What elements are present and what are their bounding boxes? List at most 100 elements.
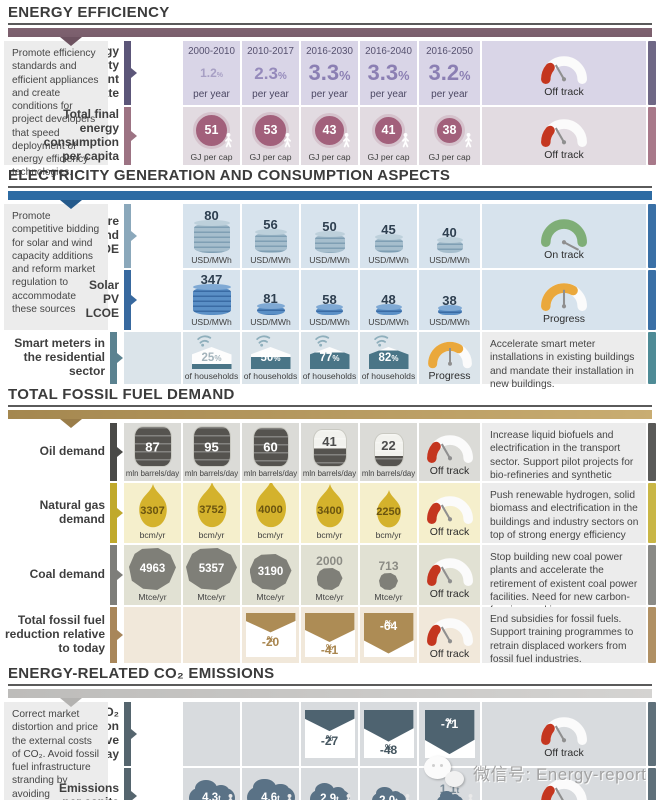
status-label: Off track <box>544 149 584 161</box>
data-cell: 2016-2040 3.3% per year <box>360 41 417 105</box>
advice-text: Increase liquid biofuels and electrifica… <box>482 423 646 507</box>
unit-label: Mtce/yr <box>138 592 167 602</box>
person-icon <box>224 133 233 148</box>
row-edge-bar <box>648 423 656 481</box>
unit-label: USD/MWh <box>429 317 470 327</box>
unit-label: of households <box>361 371 416 381</box>
gauge-off-track-icon <box>538 48 590 88</box>
data-cell-empty <box>124 332 181 384</box>
wifi-icon <box>372 334 390 347</box>
data-cell: 38 GJ per cap <box>419 107 480 165</box>
unit-label: GJ per cap <box>367 152 410 162</box>
person-icon <box>344 794 353 800</box>
person-icon <box>226 794 235 800</box>
gauge-cell: Off track <box>419 423 480 481</box>
row-edge-bar <box>648 768 656 800</box>
coin-stack-icon <box>254 229 287 253</box>
oil-barrel-icon: 22 <box>373 433 404 467</box>
data-cell: 41 GJ per cap <box>360 107 417 165</box>
coin-stack-icon <box>437 305 462 315</box>
data-cell: 2.0t CO₂ per cap <box>360 768 417 800</box>
row-edge-bar <box>648 702 656 766</box>
gauge-cell: Off track <box>482 107 646 165</box>
value: 2.3% <box>254 63 287 83</box>
row-label: Onshore wind LCOE <box>70 204 122 268</box>
data-cell: 60 mln barrels/day <box>242 423 299 481</box>
coin-stack-icon <box>256 303 285 315</box>
status-label: Off track <box>429 648 470 660</box>
row-accent-bar <box>110 545 123 605</box>
coal-icon <box>379 573 398 590</box>
data-cell: 2000 Mtce/yr <box>301 545 358 605</box>
row-edge-bar <box>648 41 656 105</box>
advice-text: End subsidies for fossil fuels. Support … <box>482 607 646 665</box>
advice-text: Accelerate smart meter installations in … <box>482 332 646 390</box>
circle-icon: 38 <box>434 114 465 146</box>
row-label: Energy intensity improvement rate <box>44 41 122 105</box>
data-cell: 3752 bcm/yr <box>183 483 240 543</box>
row-label: Oil demand <box>39 444 105 459</box>
wifi-icon <box>254 334 272 347</box>
value: 3.3% <box>367 60 410 85</box>
row-label: Smart meters in the residential sector <box>14 336 105 378</box>
section-title: ENERGY-RELATED CO₂ EMISSIONS <box>8 665 652 686</box>
data-cell: 713 Mtce/yr <box>360 545 417 605</box>
coin-stack-icon <box>193 220 230 253</box>
unit-label: per year <box>311 89 348 100</box>
circle-icon: 41 <box>372 113 405 147</box>
gauge-cell: Off track <box>419 607 480 663</box>
unit-label: mln barrels/day <box>184 469 239 478</box>
section-title: ELECTRICITY GENERATION AND CONSUMPTION A… <box>8 167 652 188</box>
row-label: Emissions per capita <box>59 768 122 800</box>
section-title: ENERGY EFFICIENCY <box>8 4 652 25</box>
status-label: Progress <box>542 313 585 325</box>
cloud-icon: 2.0t <box>371 787 406 800</box>
person-icon <box>464 133 473 148</box>
row-accent-bar <box>124 204 181 268</box>
data-cell: -71% <box>419 702 480 766</box>
row-accent-bar <box>124 702 181 766</box>
unit-label: Mtce/yr <box>315 592 344 602</box>
status-label: Off track <box>544 86 584 98</box>
gauge-on-track-icon <box>538 211 590 251</box>
data-cell: 3400 bcm/yr <box>301 483 358 543</box>
unit-label: USD/MWh <box>309 255 350 265</box>
unit-label: per year <box>252 89 289 100</box>
unit-label: per year <box>431 89 468 100</box>
data-cell: 95 mln barrels/day <box>183 423 240 481</box>
data-cell: 2016-2030 3.3% per year <box>301 41 358 105</box>
unit-label: of households <box>184 371 239 381</box>
coal-icon: 4963 <box>129 548 176 590</box>
section-grid: Oil demand 87 mln barrels/day 95 mln bar… <box>4 423 656 665</box>
status-label: Off track <box>429 465 470 477</box>
coin-stack-icon <box>314 231 345 253</box>
gauge-off-track-icon <box>538 709 590 749</box>
flame-icon: 2250 <box>372 490 406 528</box>
data-cell: 50 USD/MWh <box>301 204 358 268</box>
data-cell: 43 GJ per cap <box>301 107 358 165</box>
unit-label: GJ per cap <box>308 152 351 162</box>
gauge-cell: Off track <box>482 768 646 800</box>
row-label: Total fossil fuel reduction relative to … <box>4 613 105 655</box>
data-cell: 2250 bcm/yr <box>360 483 417 543</box>
value: 58 <box>322 292 337 307</box>
flame-icon: 4000 <box>249 483 293 528</box>
reduction-arrow-icon: -41% <box>304 613 355 657</box>
value: 45 <box>381 222 396 237</box>
gauge-cell: Off track <box>482 702 646 766</box>
row-label: Solar PV LCOE <box>86 278 119 319</box>
reduction-arrow-icon: -27% <box>304 710 355 758</box>
value: 50 <box>322 219 337 234</box>
data-cell: -64% <box>360 607 417 663</box>
data-cell: 2.9t CO₂ per cap <box>301 768 358 800</box>
section-title: TOTAL FOSSIL FUEL DEMAND <box>8 386 652 407</box>
section-bar <box>8 410 652 428</box>
wifi-icon <box>313 334 331 347</box>
circle-icon: 43 <box>312 112 347 148</box>
coin-stack-icon <box>316 304 343 315</box>
gauge-progress-icon <box>538 275 590 315</box>
unit-label: Mtce/yr <box>374 592 403 602</box>
unit-label: mln barrels/day <box>125 469 180 478</box>
data-cell: 53 GJ per cap <box>242 107 299 165</box>
